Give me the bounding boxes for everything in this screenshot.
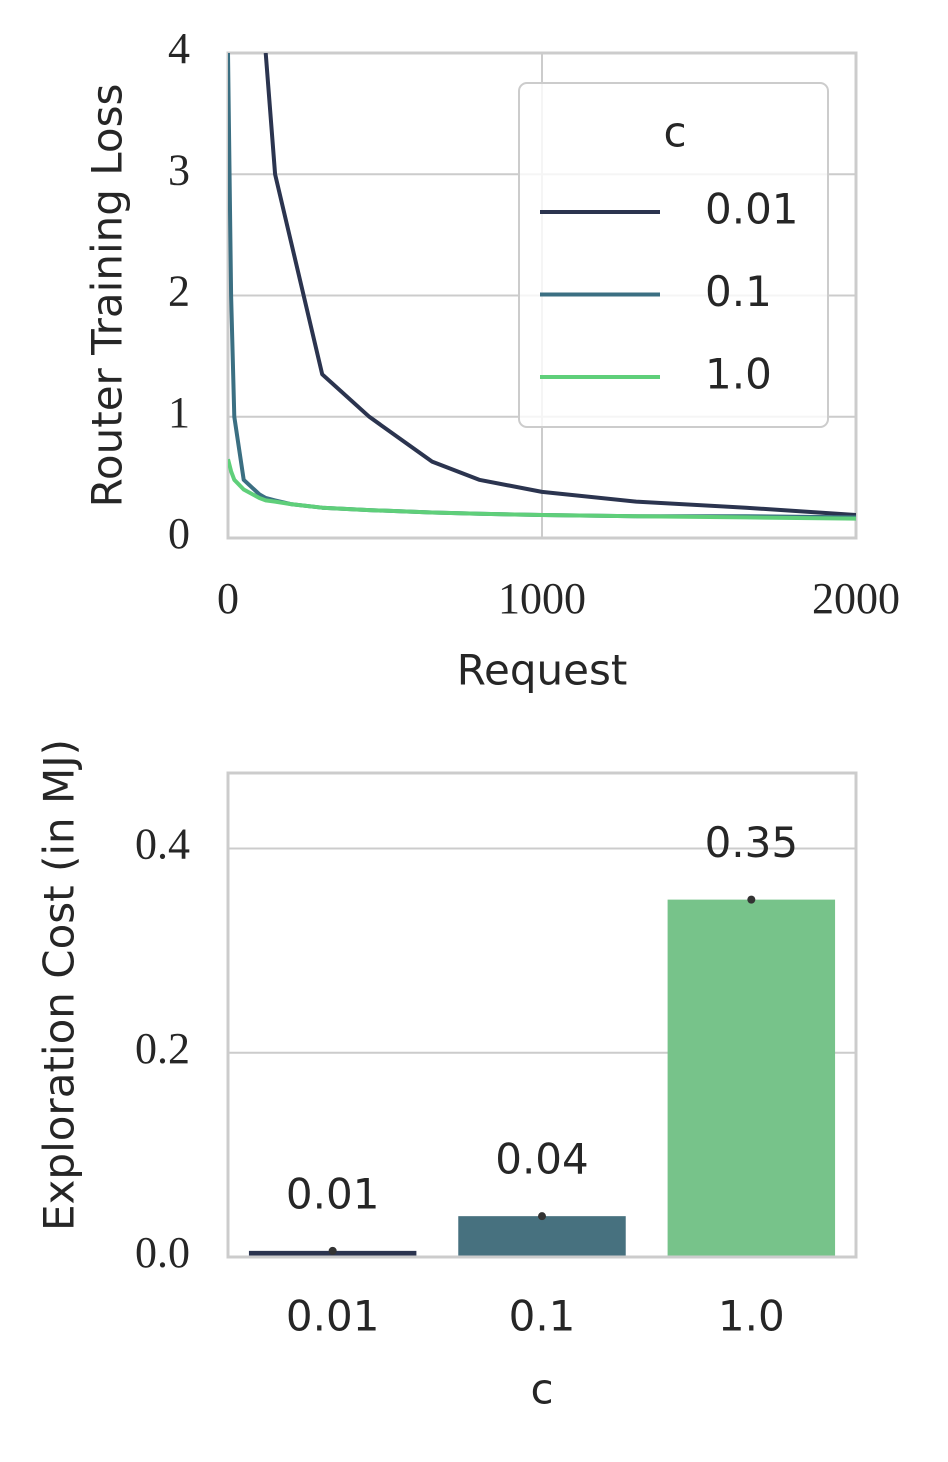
error-point <box>747 895 756 904</box>
line <box>263 53 856 517</box>
y-tick-label: 1 <box>168 388 190 437</box>
x-tick-label: 2000 <box>812 574 900 623</box>
x-axis-label: c <box>530 1365 553 1414</box>
error-point <box>328 1246 337 1255</box>
y-axis-label: Exploration Cost (in MJ) <box>35 739 84 1231</box>
value-label: 0.04 <box>495 1135 589 1184</box>
y-axis-label: Router Training Loss <box>83 84 132 508</box>
bar <box>667 899 836 1257</box>
y-tick-label: 3 <box>168 145 190 194</box>
value-label: 0.01 <box>286 1169 380 1218</box>
legend-box <box>518 82 829 428</box>
y-tick-label: 4 <box>168 24 190 73</box>
value-label: 0.35 <box>705 818 799 867</box>
line <box>228 458 856 521</box>
y-tick-label: 2 <box>168 267 190 316</box>
legend-label: 1.0 <box>705 350 772 399</box>
plot-frame <box>226 771 858 1259</box>
plot-area <box>228 53 856 521</box>
x-tick-label: 0.01 <box>286 1292 380 1341</box>
legend-title: c <box>663 108 686 157</box>
plot-frame <box>226 51 858 540</box>
x-tick-label: 0 <box>217 574 239 623</box>
y-tick-label: 0.4 <box>135 820 190 869</box>
x-tick-label: 1000 <box>498 574 586 623</box>
y-tick-label: 0.2 <box>135 1024 190 1073</box>
x-tick-label: 1.0 <box>718 1292 785 1341</box>
x-axis-label: Request <box>457 646 628 695</box>
y-tick-label: 0.0 <box>135 1228 190 1277</box>
y-tick-label: 0 <box>168 509 190 558</box>
bar <box>458 1216 626 1257</box>
x-tick-label: 0.1 <box>509 1292 576 1341</box>
error-point <box>538 1212 546 1221</box>
legend-label: 0.1 <box>705 267 772 316</box>
legend-label: 0.01 <box>705 185 799 234</box>
